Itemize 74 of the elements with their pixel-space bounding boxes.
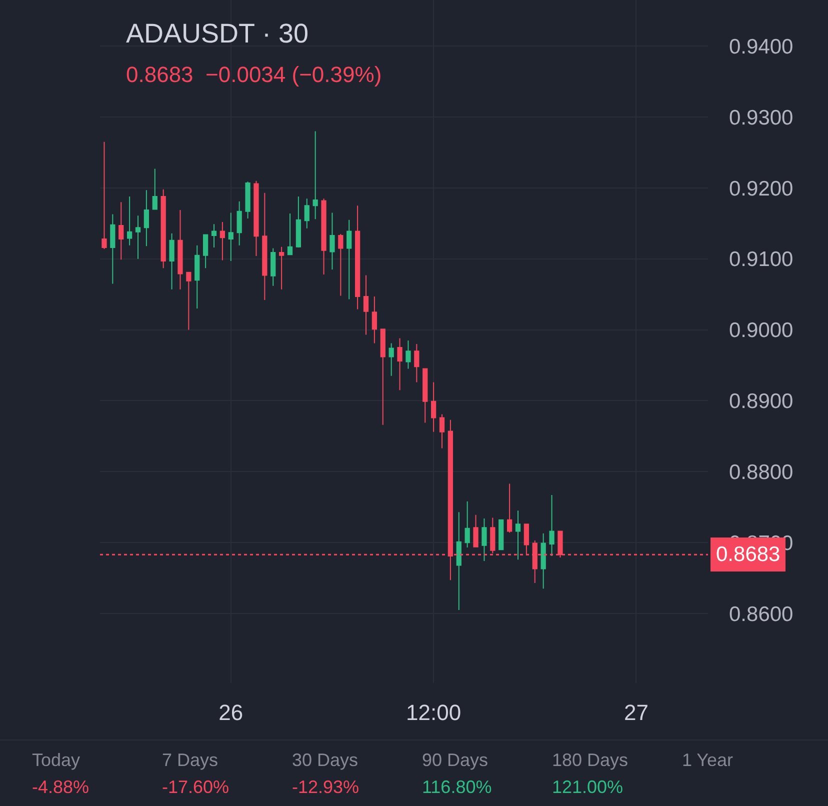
text: Today bbox=[32, 750, 80, 770]
candlestick bbox=[321, 198, 326, 275]
candlestick bbox=[254, 180, 259, 257]
candlestick bbox=[422, 368, 428, 424]
candlestick bbox=[506, 483, 512, 534]
candlestick bbox=[346, 219, 352, 300]
candlestick bbox=[169, 232, 174, 290]
y-tick-label: 0.8900 bbox=[729, 390, 794, 414]
text: -12.93% bbox=[292, 777, 360, 797]
candlestick bbox=[406, 340, 411, 370]
text: 180 Days bbox=[552, 750, 628, 770]
candlestick bbox=[380, 328, 386, 426]
candlestick bbox=[354, 205, 360, 310]
candlestick bbox=[430, 382, 436, 432]
candlestick bbox=[330, 212, 335, 270]
candlestick bbox=[540, 532, 546, 590]
candlestick bbox=[464, 500, 470, 548]
candlestick bbox=[287, 212, 293, 256]
candlestick bbox=[473, 514, 478, 548]
text: 30 Days bbox=[292, 750, 358, 770]
candlestick bbox=[397, 338, 402, 391]
candlestick bbox=[482, 518, 487, 562]
y-tick-label: 0.9000 bbox=[729, 319, 794, 342]
candlestick bbox=[202, 234, 208, 269]
text: ADAUSDT · 30 bbox=[126, 18, 309, 48]
candlestick bbox=[102, 141, 107, 250]
candlestick bbox=[118, 202, 124, 260]
candlestick bbox=[220, 221, 226, 261]
candlestick bbox=[144, 190, 150, 247]
candlestick bbox=[498, 519, 504, 550]
candlestick bbox=[194, 244, 200, 310]
candlestick bbox=[160, 188, 166, 269]
candlestick bbox=[312, 130, 318, 220]
text: 90 Days bbox=[422, 750, 488, 770]
candlestick bbox=[186, 272, 192, 330]
candlestick bbox=[110, 214, 116, 284]
candlestick bbox=[178, 209, 183, 290]
candlestick bbox=[414, 343, 420, 383]
candlestick bbox=[456, 512, 462, 610]
candlestick bbox=[304, 198, 310, 229]
x-tick-label: 12:00 bbox=[406, 700, 462, 725]
candlestick bbox=[363, 274, 369, 336]
candlestick bbox=[296, 196, 302, 248]
candlestick bbox=[211, 224, 217, 248]
candlestick bbox=[152, 168, 158, 210]
y-tick-label: 0.9200 bbox=[729, 177, 794, 200]
text: 116.80% bbox=[422, 777, 492, 797]
candlestick bbox=[228, 212, 234, 262]
candlestick bbox=[549, 494, 554, 557]
candlestick bbox=[372, 296, 378, 344]
text: 7 Days bbox=[162, 750, 218, 770]
candlestick bbox=[245, 181, 250, 219]
candlestick bbox=[515, 510, 521, 560]
candlestick bbox=[126, 196, 132, 246]
y-tick-label: 0.9400 bbox=[729, 35, 794, 58]
candlestick bbox=[135, 215, 141, 260]
candlestick bbox=[338, 234, 344, 296]
y-tick-label: 0.8600 bbox=[729, 602, 794, 626]
text: -17.60% bbox=[162, 777, 230, 797]
x-tick-label: 26 bbox=[218, 700, 244, 725]
text: -4.88% bbox=[32, 777, 90, 797]
y-tick-label: 0.8800 bbox=[729, 461, 794, 484]
y-tick-label: 0.9300 bbox=[729, 106, 794, 130]
candlestick bbox=[236, 200, 242, 246]
candlestick bbox=[270, 248, 276, 286]
text: 0.8683 −0.0034 (−0.39%) bbox=[126, 62, 382, 87]
text: 1 Year bbox=[682, 750, 734, 770]
candlestick bbox=[278, 246, 284, 290]
candlestick bbox=[262, 192, 268, 301]
candlestick bbox=[388, 342, 394, 376]
candlestick bbox=[439, 414, 445, 449]
text: 121.00% bbox=[552, 777, 624, 797]
x-tick-label: 27 bbox=[624, 700, 648, 725]
y-tick-label: 0.9100 bbox=[729, 248, 794, 272]
